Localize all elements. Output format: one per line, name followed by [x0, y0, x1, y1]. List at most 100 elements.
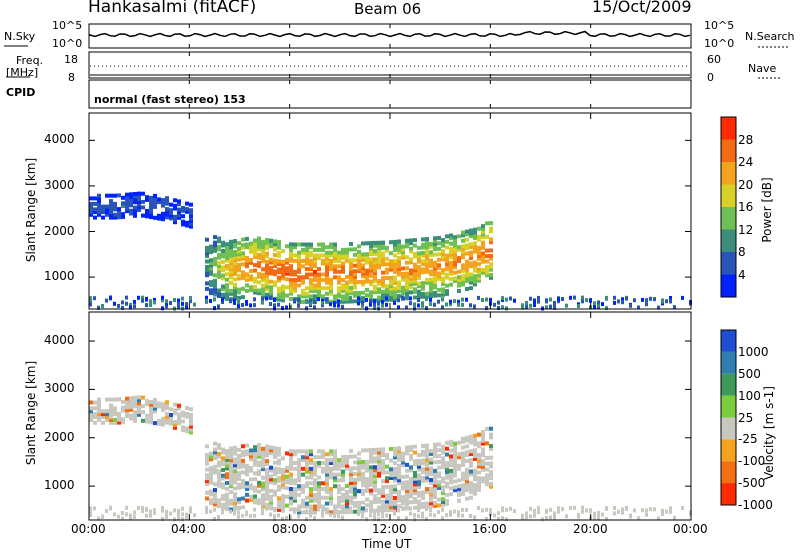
power-cell	[629, 303, 632, 308]
power-cell	[181, 206, 185, 210]
power-cell	[293, 288, 297, 293]
velocity-cell	[241, 496, 245, 501]
velocity-cell	[121, 510, 124, 515]
velocity-cell	[89, 400, 93, 405]
velocity-cell	[581, 509, 584, 514]
velocity-cell	[449, 477, 453, 482]
power-cell	[413, 302, 416, 307]
power-cell	[229, 299, 232, 304]
velocity-cell	[237, 447, 241, 452]
velocity-cell	[317, 507, 320, 512]
power-cell	[321, 303, 324, 308]
power-cell	[337, 250, 341, 255]
velocity-cell	[453, 444, 457, 449]
velocity-cell	[369, 491, 373, 496]
velocity-cell	[329, 449, 333, 454]
velocity-cell	[185, 414, 189, 419]
power-cell	[489, 275, 493, 280]
power-cell	[345, 286, 349, 290]
power-cell	[125, 295, 128, 300]
velocity-cell	[313, 492, 317, 497]
velocity-cell	[549, 515, 552, 520]
power-cell	[337, 264, 341, 269]
power-cell	[93, 201, 97, 206]
power-cell	[181, 296, 184, 301]
velocity-cell	[373, 485, 377, 490]
power-cell	[361, 279, 365, 284]
velocity-cell	[325, 452, 329, 457]
velocity-cell	[161, 508, 164, 513]
velocity-cell	[329, 501, 333, 506]
velocity-cell	[93, 420, 97, 425]
velocity-cell	[281, 494, 285, 499]
velocity-cell	[305, 466, 309, 471]
power-cell	[209, 299, 212, 303]
velocity-cell	[277, 470, 281, 475]
velocity-cell	[113, 417, 117, 422]
power-cell	[297, 250, 301, 255]
power-cell	[129, 203, 133, 208]
power-cell	[317, 294, 321, 299]
power-cell	[369, 268, 373, 273]
power-cell	[425, 261, 429, 266]
velocity-cell	[297, 510, 301, 515]
velocity-cell	[213, 482, 217, 487]
velocity-cell	[413, 497, 417, 501]
velocity-cell	[245, 472, 249, 477]
power-cell	[385, 262, 389, 267]
velocity-cell	[425, 501, 429, 506]
power-cell	[137, 202, 141, 207]
power-cell	[377, 251, 381, 256]
power-cell	[265, 251, 269, 256]
power-cell	[225, 242, 229, 247]
power-cell	[221, 268, 225, 273]
velocity-cell	[229, 464, 233, 468]
power-cell	[221, 284, 225, 289]
power-cell	[373, 251, 377, 256]
power-cell	[341, 247, 345, 252]
power-cell	[425, 250, 429, 255]
velocity-cell	[341, 475, 345, 480]
power-cell	[109, 199, 113, 204]
velocity-cell	[205, 479, 209, 484]
power-cell	[561, 297, 564, 301]
velocity-cell	[337, 472, 341, 477]
velocity-cell	[393, 446, 397, 451]
power-cell	[385, 245, 389, 250]
power-cell	[481, 251, 485, 256]
power-cell	[589, 298, 592, 303]
power-cell	[497, 306, 500, 310]
velocity-cell	[433, 451, 437, 456]
power-cell	[425, 256, 429, 261]
velocity-cell	[441, 465, 445, 470]
velocity-cell	[253, 477, 257, 482]
power-cell	[97, 207, 101, 212]
power-cell	[341, 297, 345, 302]
velocity-cell	[409, 494, 413, 499]
velocity-cell	[433, 489, 437, 494]
power-cell	[233, 258, 237, 263]
power-cell	[425, 253, 429, 258]
power-cell	[89, 300, 92, 305]
velocity-cell	[341, 498, 345, 503]
power-cell	[217, 288, 221, 293]
velocity-cell	[161, 505, 164, 510]
velocity-cell	[489, 435, 493, 440]
power-cell	[113, 207, 117, 212]
velocity-cell	[117, 420, 121, 425]
velocity-cell	[377, 508, 381, 513]
velocity-cell	[101, 409, 105, 414]
velocity-cell	[329, 490, 333, 494]
velocity-colorbar-tick: -100	[738, 454, 766, 468]
power-cell	[477, 226, 481, 231]
power-cell	[393, 261, 397, 266]
velocity-cell	[261, 455, 265, 460]
power-cell	[489, 297, 492, 302]
power-cell	[337, 286, 341, 291]
power-cell	[441, 276, 445, 281]
velocity-cell	[101, 514, 104, 519]
power-cell	[397, 305, 400, 310]
velocity-cell	[413, 476, 417, 481]
velocity-cell	[465, 488, 469, 492]
power-cell	[413, 238, 417, 243]
